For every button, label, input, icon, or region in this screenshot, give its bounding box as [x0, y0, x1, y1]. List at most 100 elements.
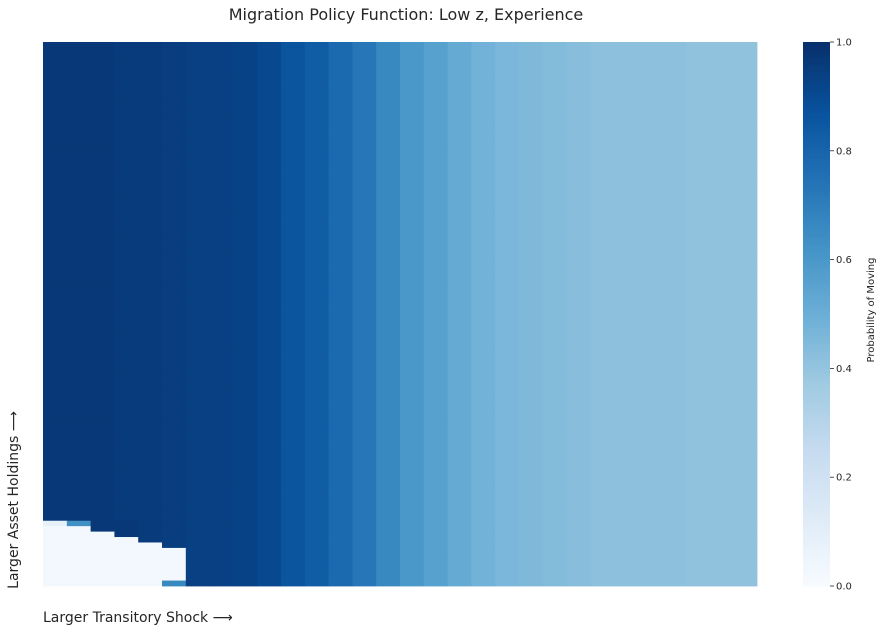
heatmap-cell	[114, 265, 139, 271]
heatmap-cell	[281, 85, 306, 92]
heatmap-cell	[185, 515, 210, 522]
heatmap-cell	[733, 411, 758, 418]
heatmap-cell	[590, 237, 615, 244]
heatmap-cell	[138, 129, 163, 135]
heatmap-cell	[352, 297, 377, 304]
heatmap-cell	[447, 178, 472, 184]
heatmap-cell	[733, 243, 758, 250]
heatmap-cell	[352, 498, 377, 505]
heatmap-cell	[352, 205, 377, 212]
colorbar-band	[803, 273, 830, 277]
heatmap-cell	[709, 188, 734, 195]
heatmap-cell	[257, 134, 282, 141]
heatmap-cell	[304, 526, 329, 532]
heatmap-cell	[209, 107, 234, 114]
heatmap-cell	[281, 194, 306, 201]
heatmap-cell	[519, 96, 544, 103]
heatmap-cell	[162, 210, 187, 217]
heatmap-cell	[257, 411, 282, 418]
heatmap-cell	[423, 373, 448, 380]
heatmap-cell	[352, 101, 377, 108]
heatmap-cell	[209, 352, 234, 358]
colorbar-band	[803, 131, 830, 135]
heatmap-cell	[638, 411, 663, 418]
heatmap-cell	[185, 509, 210, 516]
heatmap-cell	[495, 210, 520, 217]
heatmap-cell	[281, 509, 306, 516]
heatmap-cell	[519, 85, 544, 92]
heatmap-cell	[542, 139, 567, 146]
heatmap-cell	[495, 243, 520, 250]
heatmap-cell	[304, 390, 329, 396]
heatmap-cell	[162, 281, 187, 288]
heatmap-cell	[43, 123, 68, 130]
heatmap-cell	[257, 428, 282, 435]
heatmap-cell	[376, 74, 401, 81]
heatmap-cell	[162, 183, 187, 190]
heatmap-cell	[114, 85, 139, 92]
heatmap-cell	[638, 406, 663, 413]
heatmap-cell	[352, 90, 377, 97]
heatmap-cell	[519, 575, 544, 581]
heatmap-cell	[542, 52, 567, 59]
heatmap-cell	[519, 80, 544, 86]
heatmap-cell	[495, 368, 520, 375]
heatmap-cell	[352, 178, 377, 184]
heatmap-cell	[423, 580, 448, 587]
heatmap-cell	[614, 145, 639, 152]
heatmap-cell	[114, 482, 139, 489]
heatmap-cell	[590, 259, 615, 266]
heatmap-cell	[495, 69, 520, 76]
heatmap-cell	[304, 270, 329, 277]
heatmap-cell	[614, 455, 639, 462]
colorbar-band	[803, 199, 830, 203]
heatmap-cell	[66, 357, 91, 364]
heatmap-cell	[138, 417, 163, 424]
heatmap-cell	[590, 422, 615, 429]
heatmap-cell	[352, 275, 377, 282]
heatmap-cell	[638, 259, 663, 266]
heatmap-cell	[542, 80, 567, 86]
heatmap-cell	[162, 292, 187, 299]
heatmap-cell	[661, 406, 686, 413]
heatmap-cell	[400, 422, 425, 429]
heatmap-cell	[90, 63, 115, 70]
heatmap-cell	[614, 428, 639, 435]
colorbar-band	[803, 490, 830, 494]
heatmap-cell	[733, 221, 758, 228]
heatmap-cell	[233, 477, 258, 484]
heatmap-cell	[257, 488, 282, 494]
heatmap-cell	[328, 509, 353, 516]
heatmap-cell	[733, 564, 758, 571]
heatmap-cell	[495, 52, 520, 59]
heatmap-cell	[90, 526, 115, 532]
heatmap-cell	[400, 488, 425, 494]
heatmap-cell	[304, 156, 329, 163]
heatmap-cell	[352, 444, 377, 451]
heatmap-cell	[519, 477, 544, 484]
heatmap-cell	[304, 357, 329, 364]
heatmap-cell	[447, 482, 472, 489]
heatmap-cell	[590, 85, 615, 92]
heatmap-cell	[542, 216, 567, 222]
heatmap-cell	[447, 194, 472, 201]
heatmap-cell	[566, 52, 591, 59]
heatmap-cell	[423, 553, 448, 560]
heatmap-cell	[661, 537, 686, 543]
heatmap-cell	[209, 308, 234, 315]
colorbar-band	[803, 417, 830, 421]
heatmap-cell	[566, 139, 591, 146]
heatmap-cell	[209, 167, 234, 173]
heatmap-cell	[661, 531, 686, 538]
heatmap-cell	[376, 101, 401, 108]
heatmap-cell	[185, 368, 210, 375]
heatmap-cell	[257, 112, 282, 119]
heatmap-cell	[66, 101, 91, 108]
heatmap-cell	[114, 156, 139, 163]
heatmap-cell	[661, 422, 686, 429]
heatmap-cell	[542, 248, 567, 255]
heatmap-cell	[614, 172, 639, 179]
heatmap-cell	[257, 243, 282, 250]
heatmap-cell	[590, 42, 615, 48]
heatmap-cell	[733, 286, 758, 293]
